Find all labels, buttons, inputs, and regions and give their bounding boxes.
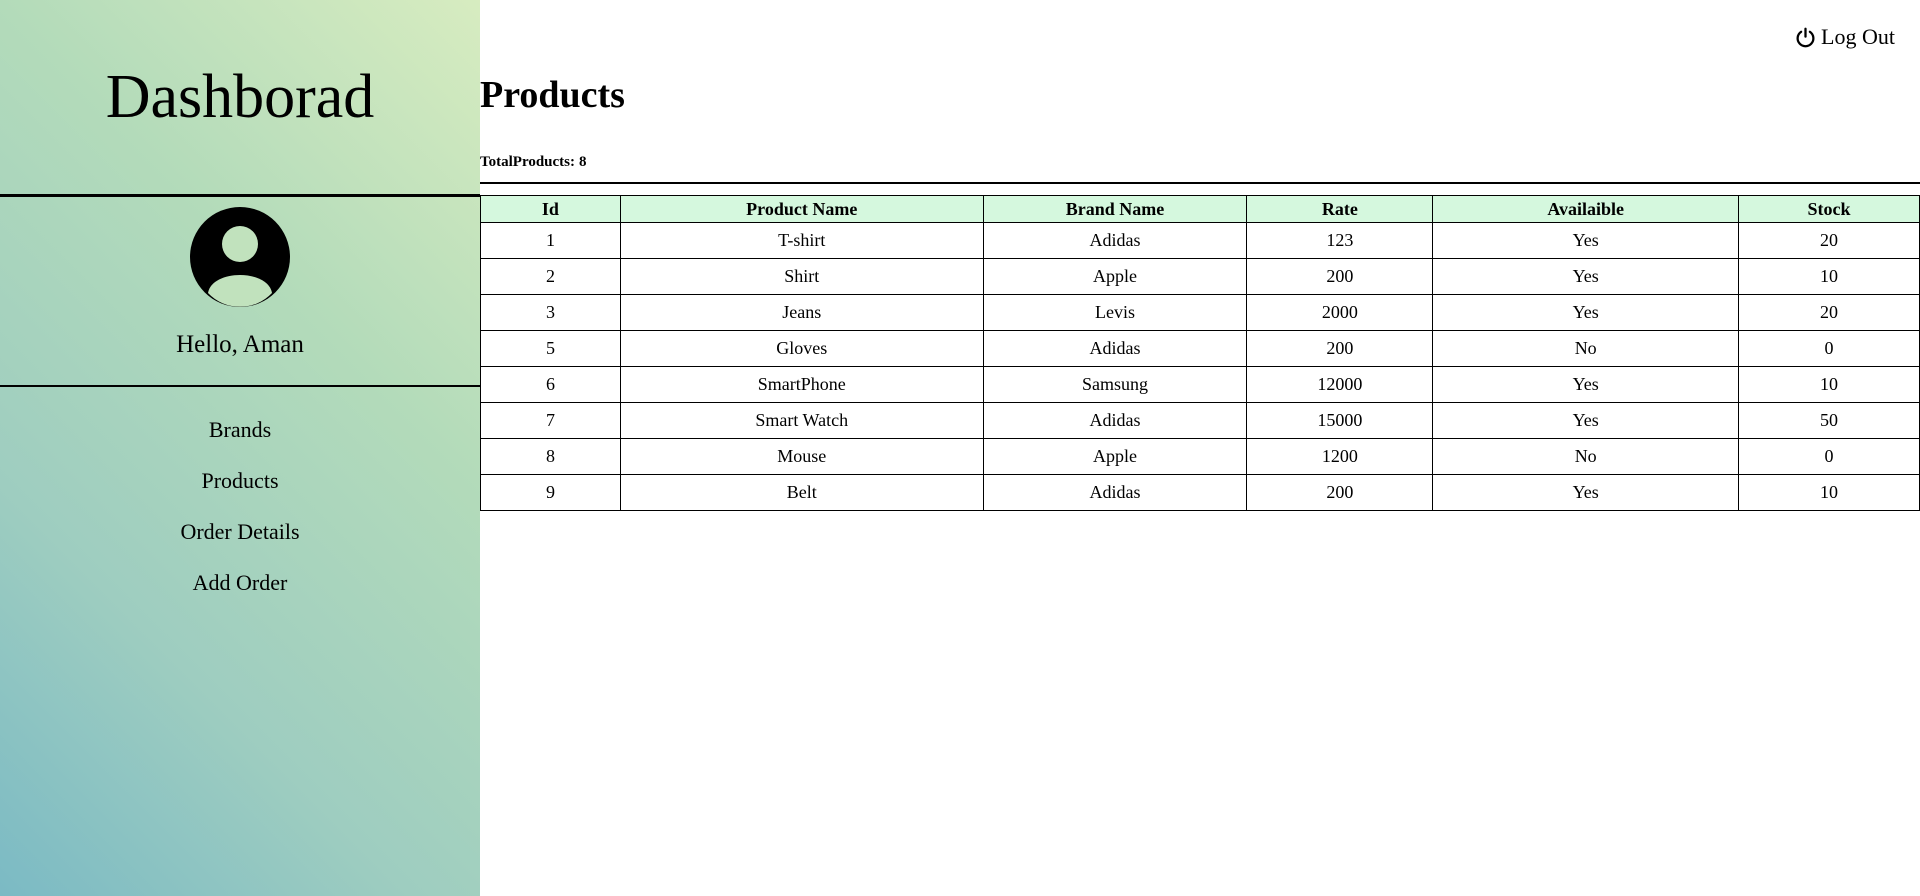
column-header-availaible: Availaible	[1432, 195, 1740, 223]
cell-brand-name: Levis	[982, 294, 1248, 331]
logout-button[interactable]: Log Out	[1795, 24, 1895, 50]
sidebar-title: Dashborad	[0, 0, 480, 197]
column-header-brand-name: Brand Name	[982, 195, 1248, 223]
cell-rate: 200	[1246, 330, 1434, 367]
cell-rate: 123	[1246, 222, 1434, 259]
cell-available: Yes	[1432, 366, 1740, 403]
products-table: Id Product Name Brand Name Rate Availaib…	[480, 195, 1920, 511]
cell-stock: 10	[1738, 366, 1920, 403]
total-products-label: TotalProducts:	[480, 154, 576, 170]
cell-id: 9	[480, 474, 621, 511]
cell-stock: 20	[1738, 294, 1920, 331]
cell-stock: 20	[1738, 222, 1920, 259]
cell-rate: 12000	[1246, 366, 1434, 403]
column-header-rate: Rate	[1246, 195, 1434, 223]
cell-product-name: Smart Watch	[619, 402, 984, 439]
cell-product-name: SmartPhone	[619, 366, 984, 403]
cell-id: 2	[480, 258, 621, 295]
cell-product-name: Gloves	[619, 330, 984, 367]
table-row: 9 Belt Adidas 200 Yes 10	[480, 474, 1920, 511]
cell-brand-name: Adidas	[982, 474, 1248, 511]
cell-rate: 15000	[1246, 402, 1434, 439]
table-row: 8 Mouse Apple 1200 No 0	[480, 438, 1920, 475]
cell-available: Yes	[1432, 258, 1740, 295]
cell-rate: 200	[1246, 474, 1434, 511]
column-header-id: Id	[480, 195, 621, 223]
cell-rate: 1200	[1246, 438, 1434, 475]
table-header-row: Id Product Name Brand Name Rate Availaib…	[480, 195, 1920, 223]
cell-rate: 200	[1246, 258, 1434, 295]
cell-brand-name: Adidas	[982, 222, 1248, 259]
cell-available: No	[1432, 330, 1740, 367]
cell-id: 1	[480, 222, 621, 259]
cell-available: Yes	[1432, 402, 1740, 439]
cell-available: Yes	[1432, 222, 1740, 259]
cell-brand-name: Apple	[982, 438, 1248, 475]
cell-brand-name: Apple	[982, 258, 1248, 295]
cell-id: 5	[480, 330, 621, 367]
cell-product-name: Shirt	[619, 258, 984, 295]
cell-brand-name: Adidas	[982, 330, 1248, 367]
cell-product-name: Mouse	[619, 438, 984, 475]
divider	[480, 182, 1920, 184]
greeting-text: Hello, Aman	[176, 331, 304, 358]
cell-product-name: Belt	[619, 474, 984, 511]
cell-stock: 10	[1738, 474, 1920, 511]
table-row: 3 Jeans Levis 2000 Yes 20	[480, 294, 1920, 331]
main-content: Log Out Products TotalProducts: 8 Id Prod…	[480, 0, 1920, 896]
sidebar-item-brands[interactable]: Brands	[208, 417, 272, 442]
cell-id: 8	[480, 438, 621, 475]
profile-section: Hello, Aman	[0, 197, 480, 387]
logout-label: Log Out	[1821, 24, 1895, 49]
cell-rate: 2000	[1246, 294, 1434, 331]
table-row: 1 T-shirt Adidas 123 Yes 20	[480, 222, 1920, 259]
cell-stock: 10	[1738, 258, 1920, 295]
cell-id: 3	[480, 294, 621, 331]
cell-stock: 0	[1738, 330, 1920, 367]
column-header-stock: Stock	[1738, 195, 1920, 223]
column-header-product-name: Product Name	[619, 195, 984, 223]
cell-brand-name: Adidas	[982, 402, 1248, 439]
user-avatar-icon	[190, 207, 290, 307]
sidebar: Dashborad Hello, Aman Brands Products Or…	[0, 0, 480, 896]
sidebar-item-products[interactable]: Products	[201, 468, 279, 493]
cell-stock: 0	[1738, 438, 1920, 475]
cell-available: Yes	[1432, 294, 1740, 331]
cell-id: 7	[480, 402, 621, 439]
cell-id: 6	[480, 366, 621, 403]
cell-stock: 50	[1738, 402, 1920, 439]
table-row: 7 Smart Watch Adidas 15000 Yes 50	[480, 402, 1920, 439]
sidebar-item-add-order[interactable]: Add Order	[192, 570, 288, 595]
sidebar-nav: Brands Products Order Details Add Order	[0, 387, 480, 623]
table-row: 2 Shirt Apple 200 Yes 10	[480, 258, 1920, 295]
cell-product-name: T-shirt	[619, 222, 984, 259]
cell-brand-name: Samsung	[982, 366, 1248, 403]
sidebar-item-order-details[interactable]: Order Details	[180, 519, 300, 544]
power-icon	[1796, 27, 1815, 47]
cell-available: No	[1432, 438, 1740, 475]
total-products: TotalProducts: 8	[480, 154, 587, 171]
cell-available: Yes	[1432, 474, 1740, 511]
total-products-count: 8	[579, 154, 587, 170]
cell-product-name: Jeans	[619, 294, 984, 331]
table-row: 6 SmartPhone Samsung 12000 Yes 10	[480, 366, 1920, 403]
table-row: 5 Gloves Adidas 200 No 0	[480, 330, 1920, 367]
page-title: Products	[480, 74, 625, 116]
